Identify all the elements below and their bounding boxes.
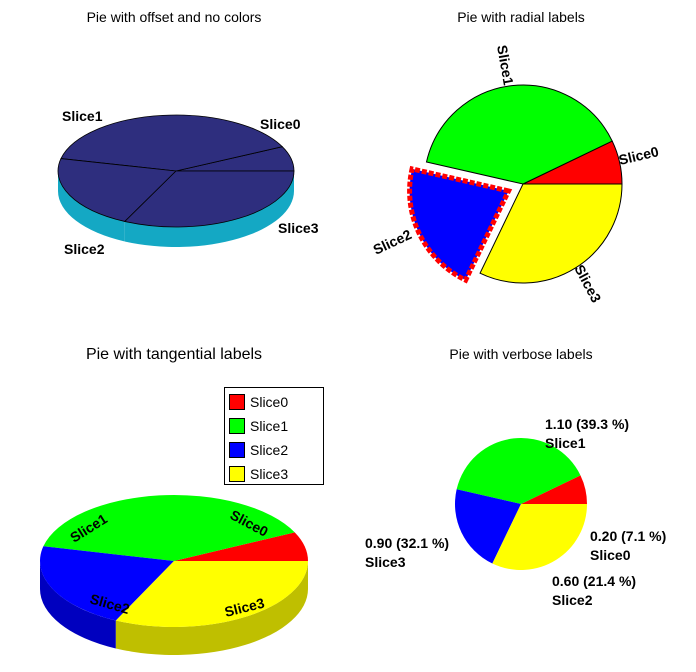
legend-swatch	[229, 394, 245, 410]
pie-slice	[43, 494, 295, 561]
slice-label: 0.90 (32.1 %)	[365, 535, 449, 551]
pie-slice-side	[58, 171, 125, 242]
pie-3d-offset: Slice0 Slice1 Slice2 Slice3	[57, 108, 319, 257]
legend-label: Slice3	[250, 466, 289, 482]
legend-swatch	[229, 442, 245, 458]
legend-swatch	[229, 418, 245, 434]
pie-slice	[492, 504, 587, 570]
legend-item: Slice0	[229, 392, 288, 412]
slice-label: Slice3	[365, 554, 406, 570]
slice-label: Slice1	[494, 44, 517, 87]
pie-slice	[454, 489, 521, 564]
pie-slice	[425, 84, 613, 185]
chart-title: Pie with radial labels	[457, 9, 585, 25]
legend-item: Slice3	[229, 464, 288, 484]
slice-label: Slice1	[62, 108, 103, 124]
chart-title: Pie with offset and no colors	[87, 9, 262, 25]
legend-label: Slice2	[250, 442, 289, 458]
pie-slice	[57, 158, 177, 222]
pie-slice-side	[115, 561, 308, 655]
slice-label: Slice2	[64, 241, 105, 257]
slice-label: 0.60 (21.4 %)	[552, 573, 636, 589]
slice-label: 0.20 (7.1 %)	[590, 528, 666, 544]
slice-label: Slice1	[545, 435, 586, 451]
pie-slice-side	[40, 561, 116, 649]
pie-slice	[115, 561, 308, 627]
legend-swatch	[229, 466, 245, 482]
slice-label: 1.10 (39.3 %)	[545, 416, 629, 432]
slice-label: Slice0	[590, 547, 631, 563]
legend-item: Slice1	[229, 416, 288, 436]
slice-label: Slice3	[278, 220, 319, 236]
pie-slice	[123, 170, 295, 228]
legend-label: Slice1	[250, 418, 289, 434]
legend-item: Slice2	[229, 440, 288, 460]
slice-label: Slice2	[552, 592, 593, 608]
pie-slice-side	[124, 171, 294, 247]
slice-label: Slice0	[260, 116, 301, 132]
pie-slice	[456, 437, 581, 504]
pie-slice	[479, 183, 623, 284]
pie-slice	[521, 475, 587, 504]
chart-title: Pie with verbose labels	[449, 346, 592, 362]
pie-slice	[407, 165, 513, 284]
chart-title: Pie with tangential labels	[86, 346, 262, 363]
pie-verbose: 0.20 (7.1 %) Slice0 1.10 (39.3 %) Slice1 0.6…	[365, 416, 666, 608]
pie-slice	[40, 546, 174, 621]
pie-slice	[174, 532, 308, 561]
pie-slice	[60, 114, 284, 172]
legend: Slice0 Slice1 Slice2 Slice3	[224, 387, 324, 485]
legend-label: Slice0	[250, 394, 289, 410]
